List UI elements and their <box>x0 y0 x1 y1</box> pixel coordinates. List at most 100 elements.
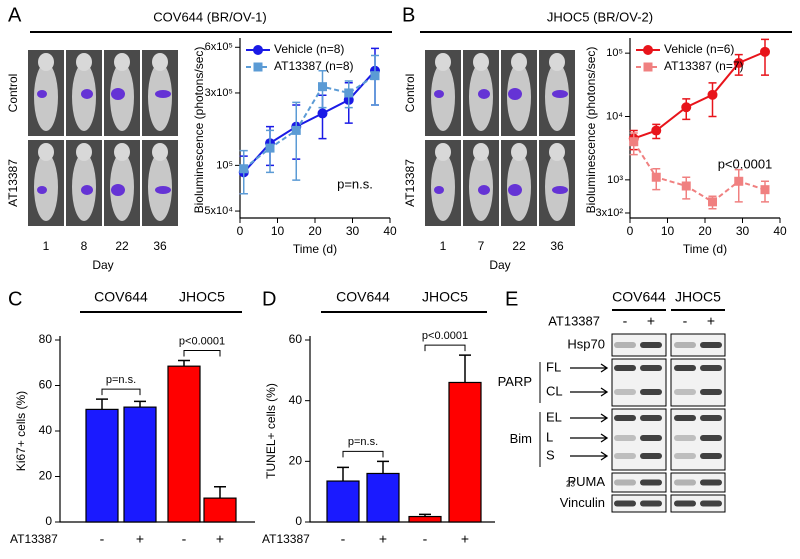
chart-title: COV644 (BR/OV-1) <box>153 9 266 24</box>
band-label: EL <box>546 409 562 424</box>
error-bar <box>371 54 379 106</box>
mouse-head <box>511 53 527 71</box>
mouse-head <box>549 143 565 161</box>
blot-box <box>611 472 667 493</box>
series-line <box>243 70 376 173</box>
signal <box>508 184 522 196</box>
point <box>651 125 662 136</box>
point <box>708 197 717 207</box>
lane-label: + <box>707 313 715 329</box>
annotation: p=n.s. <box>337 176 373 191</box>
annotation: p<0.0001 <box>179 335 225 347</box>
band <box>640 389 662 395</box>
x-tick-label: - <box>423 531 428 547</box>
signal <box>434 90 444 98</box>
y-axis-title: Ki67+ cells (%) <box>14 391 28 471</box>
mouse-head <box>76 53 92 71</box>
band <box>674 435 696 441</box>
y-axis-title: TUNEL+ cells (%) <box>264 383 278 479</box>
band <box>700 479 722 486</box>
x-tick-label: 40 <box>383 224 397 238</box>
y-tick-label: 10⁴ <box>606 110 623 122</box>
y-tick-label: 80 <box>39 332 53 346</box>
x-tick-label: 30 <box>346 224 360 238</box>
day-label: 22 <box>512 239 526 253</box>
blot-box <box>670 472 726 493</box>
group-label: COV644 <box>336 289 390 305</box>
band <box>674 342 696 348</box>
band <box>614 365 636 371</box>
band <box>614 500 636 507</box>
blot-row-label: PUMA <box>567 474 605 489</box>
arrow <box>570 387 609 397</box>
point <box>734 176 744 186</box>
band <box>640 342 662 348</box>
row-label: AT13387 <box>262 532 310 546</box>
blot-row-label: Vinculin <box>560 495 605 510</box>
row-label: Control <box>6 74 20 113</box>
x-tick-label: 20 <box>308 224 322 238</box>
band <box>640 415 662 421</box>
group-label: JHOC5 <box>422 289 468 305</box>
point <box>651 172 661 182</box>
size-marker: 23 <box>566 480 575 489</box>
blot-row-label: Bim <box>510 431 532 446</box>
point <box>239 164 249 174</box>
band <box>674 500 696 507</box>
y-tick-label: 0 <box>45 514 52 528</box>
mouse-body <box>431 153 455 221</box>
signal <box>37 90 47 98</box>
row-label: AT13387 <box>10 532 58 546</box>
panel-letter: A <box>8 4 22 26</box>
legend-label: Vehicle (n=8) <box>274 42 344 56</box>
bar <box>448 381 482 523</box>
band <box>614 435 636 441</box>
signal <box>155 90 171 98</box>
point <box>760 185 770 195</box>
point <box>760 46 770 57</box>
band <box>700 389 722 395</box>
x-tick-label: + <box>461 531 469 547</box>
y-tick-label: 0 <box>295 514 302 528</box>
group-label: COV644 <box>94 289 148 305</box>
y-tick-label: 60 <box>39 378 53 392</box>
point <box>370 71 380 81</box>
x-tick-label: 10 <box>661 224 675 238</box>
significance-bracket <box>342 450 384 458</box>
legend-marker <box>643 45 653 55</box>
mouse-head <box>511 143 527 161</box>
row-label: AT13387 <box>403 159 417 207</box>
day-label: 36 <box>550 239 564 253</box>
signal <box>478 185 490 195</box>
arrow <box>570 433 609 443</box>
mouse-head <box>473 143 489 161</box>
x-tick-label: 10 <box>271 224 285 238</box>
blot-group: JHOC5 <box>675 289 721 305</box>
panel-letter: D <box>262 288 276 310</box>
mouse-head <box>473 53 489 71</box>
band-label: CL <box>546 383 563 398</box>
panel-letter: C <box>8 288 22 310</box>
point <box>344 88 354 98</box>
legend-label: AT13387 (n=8) <box>274 59 354 73</box>
point <box>291 125 301 135</box>
bar <box>167 365 201 523</box>
bar <box>408 515 442 523</box>
day-label: 1 <box>440 239 447 253</box>
panel-letter: E <box>505 288 518 310</box>
mouse-head <box>435 53 451 71</box>
row-label: Control <box>403 74 417 113</box>
y-tick-label: 6x10⁵ <box>205 41 233 53</box>
chart-title: JHOC5 (BR/OV-2) <box>547 9 653 24</box>
band <box>614 479 636 486</box>
band <box>640 479 662 486</box>
y-tick-label: 10⁵ <box>606 47 623 59</box>
day-label: 36 <box>153 239 167 253</box>
signal <box>434 186 444 194</box>
x-axis-title: Time (d) <box>683 242 727 256</box>
band <box>674 389 696 395</box>
band <box>614 415 636 421</box>
significance-bracket <box>424 344 466 352</box>
band <box>700 415 722 421</box>
day-label: 8 <box>81 239 88 253</box>
